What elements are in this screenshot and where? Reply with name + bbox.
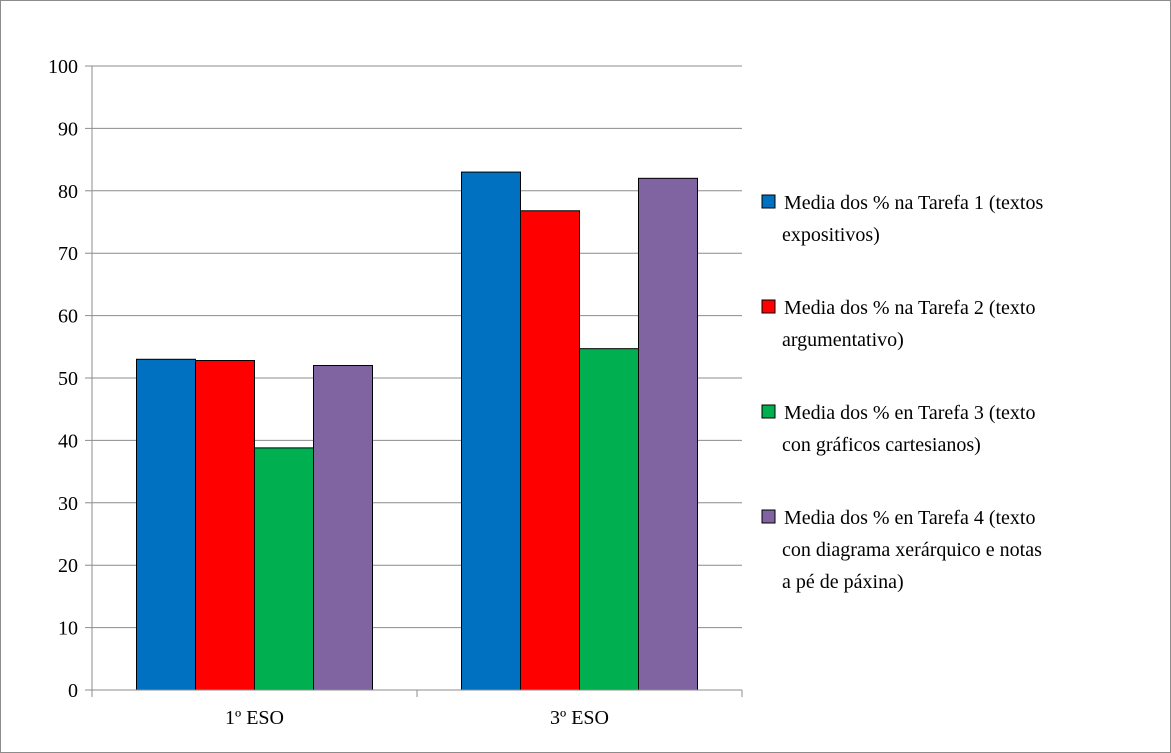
y-tick-label: 80 [58, 181, 78, 203]
y-tick-label: 50 [58, 368, 78, 390]
bar [461, 171, 521, 691]
legend-label: Media dos % en Tarefa 3 (texto [784, 402, 1035, 424]
legend-swatch [761, 299, 776, 314]
axes [85, 65, 743, 697]
y-tick-label: 40 [58, 430, 78, 452]
y-tick-label: 0 [68, 680, 78, 702]
y-tick-labels: 0 10 20 30 40 50 60 70 80 90 100 [48, 56, 78, 702]
y-tick-label: 90 [58, 118, 78, 140]
x-category-labels: 1º ESO 3º ESO [225, 707, 609, 729]
legend-label: expositivos) [782, 224, 880, 246]
legend-swatch [761, 194, 776, 209]
bar [579, 348, 639, 691]
bar [638, 177, 698, 691]
bar [136, 358, 196, 691]
legend-label: argumentativo) [782, 329, 904, 351]
legend-label: a pé de páxina) [782, 571, 904, 593]
legend-label: Media dos % na Tarefa 2 (texto [784, 297, 1035, 319]
y-tick-label: 70 [58, 243, 78, 265]
legend-label: Media dos % na Tarefa 1 (textos [784, 192, 1043, 214]
y-tick-label: 100 [48, 56, 78, 78]
x-category-label: 3º ESO [550, 707, 609, 729]
y-tick-label: 30 [58, 493, 78, 515]
bar [254, 447, 314, 691]
bar [520, 210, 580, 691]
bar [195, 360, 255, 691]
y-tick-label: 10 [58, 618, 78, 640]
legend-swatch [761, 404, 776, 419]
legend: Media dos % na Tarefa 1 (textos expositiv… [761, 192, 1043, 593]
y-tick-label: 60 [58, 306, 78, 328]
bar [313, 365, 373, 691]
bars [136, 171, 698, 691]
legend-label: con diagrama xerárquico e notas [782, 539, 1042, 561]
legend-label: Media dos % en Tarefa 4 (texto [784, 507, 1035, 529]
x-category-label: 1º ESO [225, 707, 284, 729]
y-tick-label: 20 [58, 555, 78, 577]
legend-swatch [761, 509, 776, 524]
legend-label: con gráficos cartesianos) [782, 434, 981, 456]
